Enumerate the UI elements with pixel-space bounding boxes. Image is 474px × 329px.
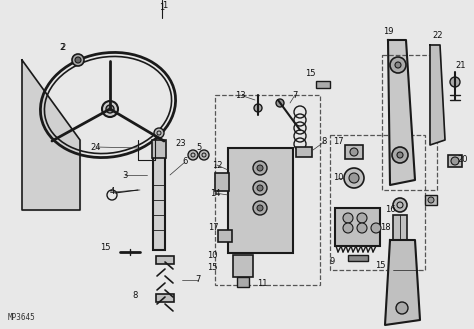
Text: 4: 4: [109, 188, 115, 196]
Circle shape: [343, 223, 353, 233]
Text: 13: 13: [235, 90, 246, 99]
Text: 8: 8: [132, 291, 137, 300]
Bar: [345, 145, 363, 159]
Circle shape: [357, 213, 367, 223]
Circle shape: [253, 201, 267, 215]
Bar: [348, 255, 368, 261]
Text: 6: 6: [182, 158, 188, 166]
Bar: [382, 55, 437, 190]
Circle shape: [199, 150, 209, 160]
Bar: [316, 81, 330, 88]
Text: 17: 17: [333, 138, 343, 146]
Circle shape: [344, 168, 364, 188]
Bar: [330, 135, 425, 270]
Circle shape: [393, 198, 407, 212]
Polygon shape: [385, 240, 420, 325]
Text: MP3645: MP3645: [8, 313, 36, 322]
Circle shape: [72, 54, 84, 66]
Text: 14: 14: [210, 189, 220, 197]
Text: 15: 15: [100, 243, 110, 252]
Circle shape: [450, 77, 460, 87]
Bar: [152, 140, 166, 158]
Bar: [233, 255, 253, 277]
Text: 15: 15: [375, 261, 385, 269]
Text: 2: 2: [59, 43, 64, 53]
Circle shape: [390, 57, 406, 73]
Text: 19: 19: [383, 28, 393, 37]
Text: 1: 1: [159, 4, 164, 13]
Bar: [335, 208, 380, 246]
Circle shape: [357, 223, 367, 233]
Text: 20: 20: [458, 156, 468, 164]
Text: 22: 22: [433, 31, 443, 39]
Circle shape: [257, 165, 263, 171]
Text: 23: 23: [176, 139, 186, 147]
Circle shape: [257, 185, 263, 191]
Circle shape: [396, 302, 408, 314]
Text: 2: 2: [60, 43, 65, 53]
Bar: [156, 256, 174, 264]
Text: 12: 12: [212, 161, 222, 169]
Bar: [215, 173, 229, 191]
Circle shape: [254, 104, 262, 112]
Circle shape: [102, 101, 118, 117]
Circle shape: [349, 173, 359, 183]
Text: 17: 17: [208, 223, 219, 233]
Polygon shape: [430, 45, 445, 145]
Bar: [228, 148, 293, 253]
Text: 21: 21: [456, 61, 466, 69]
Bar: [153, 155, 165, 250]
Text: 7: 7: [292, 90, 298, 99]
Circle shape: [428, 197, 434, 203]
Circle shape: [154, 128, 164, 138]
Text: 24: 24: [91, 142, 101, 151]
Text: 1: 1: [163, 1, 168, 10]
Text: 5: 5: [196, 143, 201, 153]
Circle shape: [75, 57, 81, 63]
Text: 15: 15: [305, 68, 315, 78]
Circle shape: [397, 152, 403, 158]
Polygon shape: [22, 60, 80, 210]
Text: 9: 9: [329, 258, 335, 266]
Circle shape: [392, 147, 408, 163]
Circle shape: [257, 205, 263, 211]
Text: 18: 18: [380, 222, 390, 232]
Text: 10: 10: [207, 250, 217, 260]
Text: 3: 3: [122, 170, 128, 180]
Text: 16: 16: [385, 206, 395, 215]
Circle shape: [253, 181, 267, 195]
Bar: [425, 195, 437, 205]
Circle shape: [276, 99, 284, 107]
Bar: [156, 294, 174, 302]
Circle shape: [253, 161, 267, 175]
Bar: [218, 230, 232, 242]
Bar: [215, 95, 320, 285]
Text: 10: 10: [333, 173, 343, 183]
Text: 11: 11: [257, 279, 267, 288]
Circle shape: [188, 150, 198, 160]
Polygon shape: [388, 40, 415, 185]
Circle shape: [451, 157, 459, 165]
Circle shape: [343, 213, 353, 223]
Bar: [448, 155, 462, 167]
Bar: [393, 215, 407, 240]
Circle shape: [371, 223, 381, 233]
Text: 8: 8: [321, 138, 327, 146]
Circle shape: [395, 62, 401, 68]
Bar: [237, 277, 249, 287]
Text: 15: 15: [207, 264, 217, 272]
Bar: [296, 147, 312, 157]
Circle shape: [106, 105, 114, 113]
Circle shape: [350, 148, 358, 156]
Text: 7: 7: [195, 275, 201, 285]
